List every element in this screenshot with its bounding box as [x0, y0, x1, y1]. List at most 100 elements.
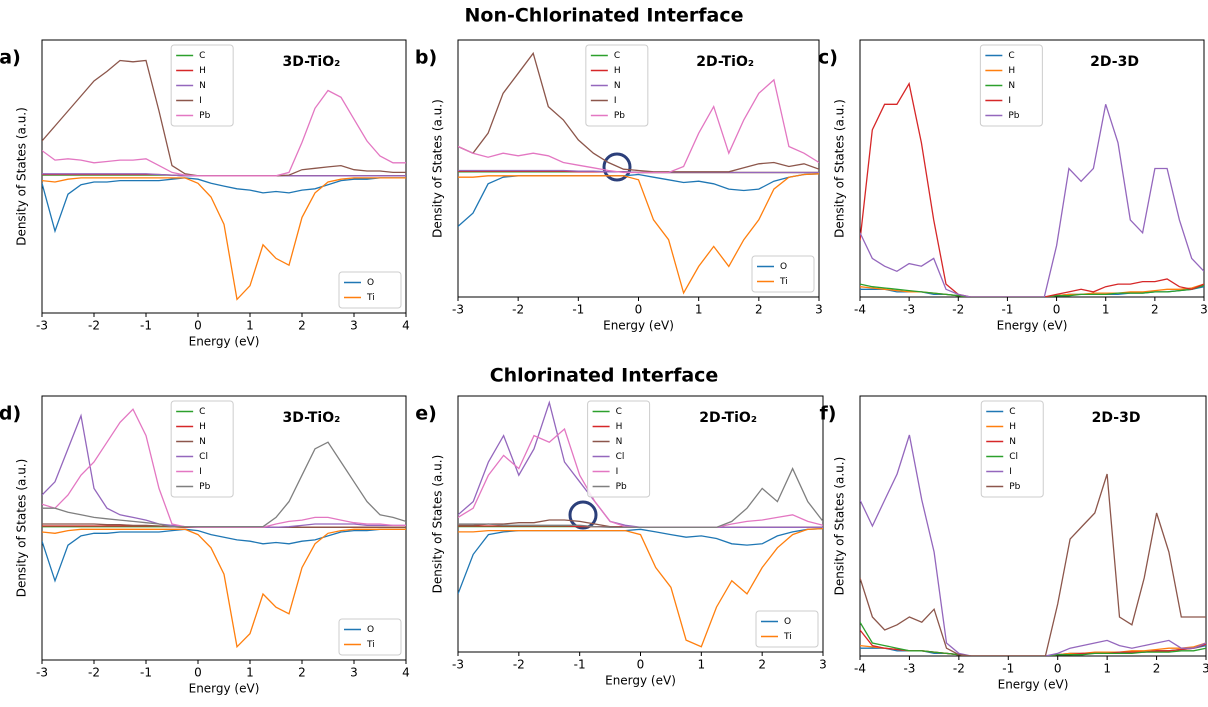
x-tick-label: -1: [140, 319, 152, 333]
x-tick-label: -2: [88, 666, 100, 680]
x-tick-label: 0: [194, 319, 202, 333]
legend-label: Cl: [616, 452, 625, 462]
x-tick-label: -3: [452, 658, 464, 672]
x-tick-label: 2: [1153, 662, 1161, 676]
panel-label: b): [415, 47, 437, 69]
x-tick-label: 1: [1103, 662, 1111, 676]
legend-label: C: [616, 407, 622, 417]
x-tick-label: 2: [1151, 303, 1159, 317]
figure: Non-Chlorinated Interface Chlorinated In…: [0, 0, 1208, 707]
panel-title: 3D-TiO₂: [282, 54, 340, 70]
legend-label: C: [199, 51, 205, 61]
dos-line: [860, 474, 1206, 656]
panel-title: 2D-TiO₂: [699, 410, 757, 426]
x-tick-label: 0: [1054, 662, 1062, 676]
legend-label: C: [1008, 51, 1014, 61]
x-tick-label: -3: [903, 662, 915, 676]
legend-label: Cl: [199, 452, 208, 462]
x-tick-label: 3: [350, 666, 358, 680]
dos-line: [860, 104, 1204, 297]
x-tick-label: 1: [1102, 303, 1110, 317]
legend-label: N: [199, 437, 206, 447]
legend-label: Ti: [366, 293, 375, 303]
legend-label: N: [199, 81, 206, 91]
panel-title: 3D-TiO₂: [282, 410, 340, 426]
panel-label: d): [0, 403, 21, 425]
x-axis-label: Energy (eV): [998, 678, 1069, 692]
x-tick-label: -2: [513, 658, 525, 672]
x-tick-label: 3: [819, 658, 827, 672]
legend-label: C: [614, 51, 620, 61]
legend-label: I: [1009, 467, 1012, 477]
x-tick-label: 1: [698, 658, 706, 672]
section-heading: Chlorinated Interface: [490, 365, 719, 387]
x-tick-label: -1: [1001, 303, 1013, 317]
x-tick-label: 2: [755, 303, 763, 317]
x-tick-label: 2: [758, 658, 766, 672]
panel-label: a): [0, 47, 21, 69]
x-tick-label: -2: [88, 319, 100, 333]
legend-label: Pb: [199, 482, 210, 492]
y-axis-label: Density of States (a.u.): [15, 459, 29, 598]
x-tick-label: -2: [512, 303, 524, 317]
x-tick-label: 0: [194, 666, 202, 680]
legend-label: H: [614, 66, 621, 76]
x-tick-label: 0: [635, 303, 643, 317]
dos-line: [458, 174, 819, 227]
x-tick-label: 3: [350, 319, 358, 333]
legend-label: N: [616, 437, 623, 447]
legend-label: N: [1009, 437, 1016, 447]
y-axis-label: Density of States (a.u.): [833, 99, 847, 238]
legend-label: O: [367, 278, 374, 288]
x-tick-label: 3: [1202, 662, 1208, 676]
legend-label: O: [780, 262, 787, 272]
legend-label: Pb: [1008, 111, 1019, 121]
x-tick-label: 2: [298, 666, 306, 680]
y-axis-label: Density of States (a.u.): [15, 107, 29, 246]
legend-label: I: [1008, 96, 1011, 106]
x-tick-label: -2: [953, 662, 965, 676]
x-tick-label: -2: [952, 303, 964, 317]
x-tick-label: 2: [298, 319, 306, 333]
x-tick-label: 1: [246, 319, 254, 333]
legend-label: H: [1009, 422, 1016, 432]
legend-label: I: [199, 467, 202, 477]
x-tick-label: -3: [36, 666, 48, 680]
panel-label: e): [415, 403, 437, 425]
legend-label: I: [199, 96, 202, 106]
legend-label: N: [1008, 81, 1015, 91]
x-tick-label: 3: [815, 303, 823, 317]
panel-title: 2D-3D: [1092, 410, 1141, 426]
x-tick-label: 1: [695, 303, 703, 317]
legend-label: Cl: [1009, 452, 1018, 462]
panel-title: 2D-TiO₂: [696, 54, 754, 70]
legend-label: Pb: [614, 111, 625, 121]
panel-label: f): [820, 403, 837, 425]
legend-label: H: [616, 422, 623, 432]
legend-label: N: [614, 81, 621, 91]
x-tick-label: -3: [36, 319, 48, 333]
x-tick-label: 3: [1200, 303, 1208, 317]
x-tick-label: 0: [637, 658, 645, 672]
legend-label: Ti: [779, 277, 788, 287]
legend-label: I: [614, 96, 617, 106]
legend-label: O: [784, 617, 791, 627]
x-axis-label: Energy (eV): [189, 335, 260, 349]
legend-label: O: [367, 625, 374, 635]
y-axis-label: Density of States (a.u.): [431, 455, 445, 594]
x-tick-label: -4: [854, 303, 866, 317]
legend-label: H: [199, 422, 206, 432]
x-tick-label: -1: [572, 303, 584, 317]
x-tick-label: -1: [574, 658, 586, 672]
x-tick-label: 1: [246, 666, 254, 680]
legend-label: Pb: [616, 482, 627, 492]
legend-label: H: [1008, 66, 1015, 76]
legend-label: Ti: [366, 640, 375, 650]
section-heading: Non-Chlorinated Interface: [465, 5, 744, 27]
y-axis-label: Density of States (a.u.): [833, 457, 847, 596]
x-tick-label: -3: [452, 303, 464, 317]
page: {"headings": ["Non-Chlorinated Interface…: [0, 0, 1208, 707]
x-axis-label: Energy (eV): [603, 319, 674, 333]
x-tick-label: 0: [1053, 303, 1061, 317]
legend-label: H: [199, 66, 206, 76]
